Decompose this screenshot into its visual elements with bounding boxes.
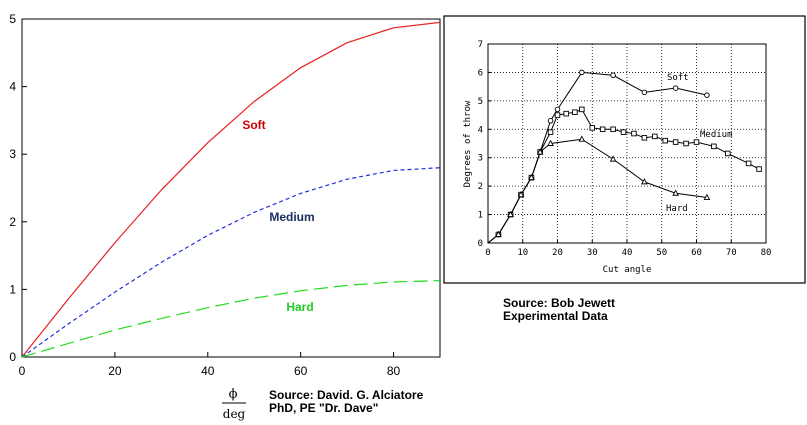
y-tick-label: 6 (478, 68, 483, 78)
y-tick-label: 5 (478, 97, 483, 107)
data-point-medium (652, 133, 658, 140)
x-tick-label: 20 (552, 248, 563, 258)
data-point-soft (554, 106, 561, 113)
series-line-medium (21, 167, 441, 358)
x-tick-label: 60 (294, 364, 308, 378)
data-point-hard (703, 193, 711, 200)
x-tick-label: 0 (19, 364, 26, 378)
data-point-soft (704, 92, 710, 98)
data-point-medium (725, 150, 731, 157)
y-tick-label: 1 (9, 282, 16, 296)
y-tick-label: 4 (478, 125, 483, 135)
x-tick-label: 80 (387, 364, 401, 378)
experimental-y-label: Degrees of throw (463, 100, 473, 187)
series-label-medium: Medium (269, 210, 314, 224)
data-point-medium (620, 129, 627, 135)
theory-chart-frame (21, 18, 441, 358)
series-label-medium: Medium (700, 130, 733, 140)
data-point-medium (756, 166, 762, 172)
experimental-panel-border (443, 15, 806, 284)
data-point-soft (579, 69, 585, 76)
data-point-medium (579, 106, 585, 113)
x-axis-numerator: ϕ (229, 387, 238, 402)
y-tick-label: 0 (478, 239, 483, 249)
data-point-hard (547, 139, 554, 146)
right-source-note: Source: Bob Jewett Experimental Data (503, 296, 616, 323)
y-tick-label: 2 (9, 215, 16, 229)
y-tick-label: 7 (478, 40, 483, 50)
x-tick-label: 60 (691, 248, 702, 258)
data-point-hard (578, 135, 586, 142)
series-label-soft: Soft (667, 73, 689, 83)
series-label-hard: Hard (286, 300, 313, 314)
series-label-soft: Soft (242, 118, 265, 132)
x-tick-label: 50 (656, 248, 667, 258)
x-tick-label: 0 (485, 248, 490, 258)
x-tick-label: 20 (108, 364, 122, 378)
data-point-hard (517, 190, 525, 198)
data-point-medium (672, 139, 679, 145)
x-tick-label: 80 (761, 248, 772, 258)
data-point-soft (610, 72, 616, 79)
data-point-medium (572, 109, 578, 115)
series-line-hard (21, 280, 441, 358)
data-point-hard (609, 155, 617, 162)
data-point-medium (589, 125, 596, 131)
data-point-soft (641, 89, 648, 96)
series-line-hard (487, 138, 707, 244)
x-tick-label: 70 (726, 248, 737, 258)
data-point-medium (563, 110, 569, 117)
data-point-hard (536, 148, 544, 155)
x-tick-label: 40 (201, 364, 215, 378)
data-point-medium (641, 135, 648, 141)
y-tick-label: 3 (9, 147, 16, 161)
series-label-hard: Hard (666, 204, 688, 214)
data-point-medium (711, 143, 717, 150)
y-tick-label: 4 (9, 80, 16, 94)
experimental-x-label: Cut angle (603, 265, 652, 275)
data-point-medium (631, 130, 637, 137)
data-point-hard (495, 230, 502, 237)
data-point-medium (554, 112, 561, 118)
experimental-chart: 0 1 2 3 4 5 6 7 0 10 20 30 40 50 60 70 80 Soft Medium Har… (443, 15, 806, 284)
data-point-soft (547, 118, 554, 124)
data-point-medium (662, 137, 668, 144)
y-tick-label: 2 (478, 182, 483, 192)
y-tick-label: 5 (9, 12, 16, 26)
y-tick-label: 1 (478, 211, 483, 221)
data-point-hard (528, 173, 535, 181)
theory-chart: 0 1 2 3 4 5 0 20 40 60 80 Soft Medium Hard ϕ deg (9, 12, 441, 421)
y-tick-label: 3 (478, 154, 483, 164)
data-point-hard (507, 210, 514, 218)
series-line-soft (21, 21, 441, 358)
data-point-medium (547, 129, 554, 135)
data-point-medium (683, 140, 689, 147)
data-point-hard (641, 178, 648, 185)
left-source-note: Source: David. G. Alciatore PhD, PE "Dr.… (269, 388, 424, 415)
x-axis-denominator: deg (223, 407, 246, 421)
data-point-medium (693, 139, 700, 145)
y-tick-label: 0 (9, 350, 16, 364)
data-point-hard (672, 189, 680, 196)
data-point-medium (599, 126, 606, 133)
x-tick-label: 10 (517, 248, 528, 258)
x-tick-label: 40 (622, 248, 633, 258)
data-point-medium (610, 126, 616, 133)
x-tick-label: 30 (587, 248, 598, 258)
data-point-medium (745, 160, 752, 167)
data-point-soft (672, 85, 679, 91)
